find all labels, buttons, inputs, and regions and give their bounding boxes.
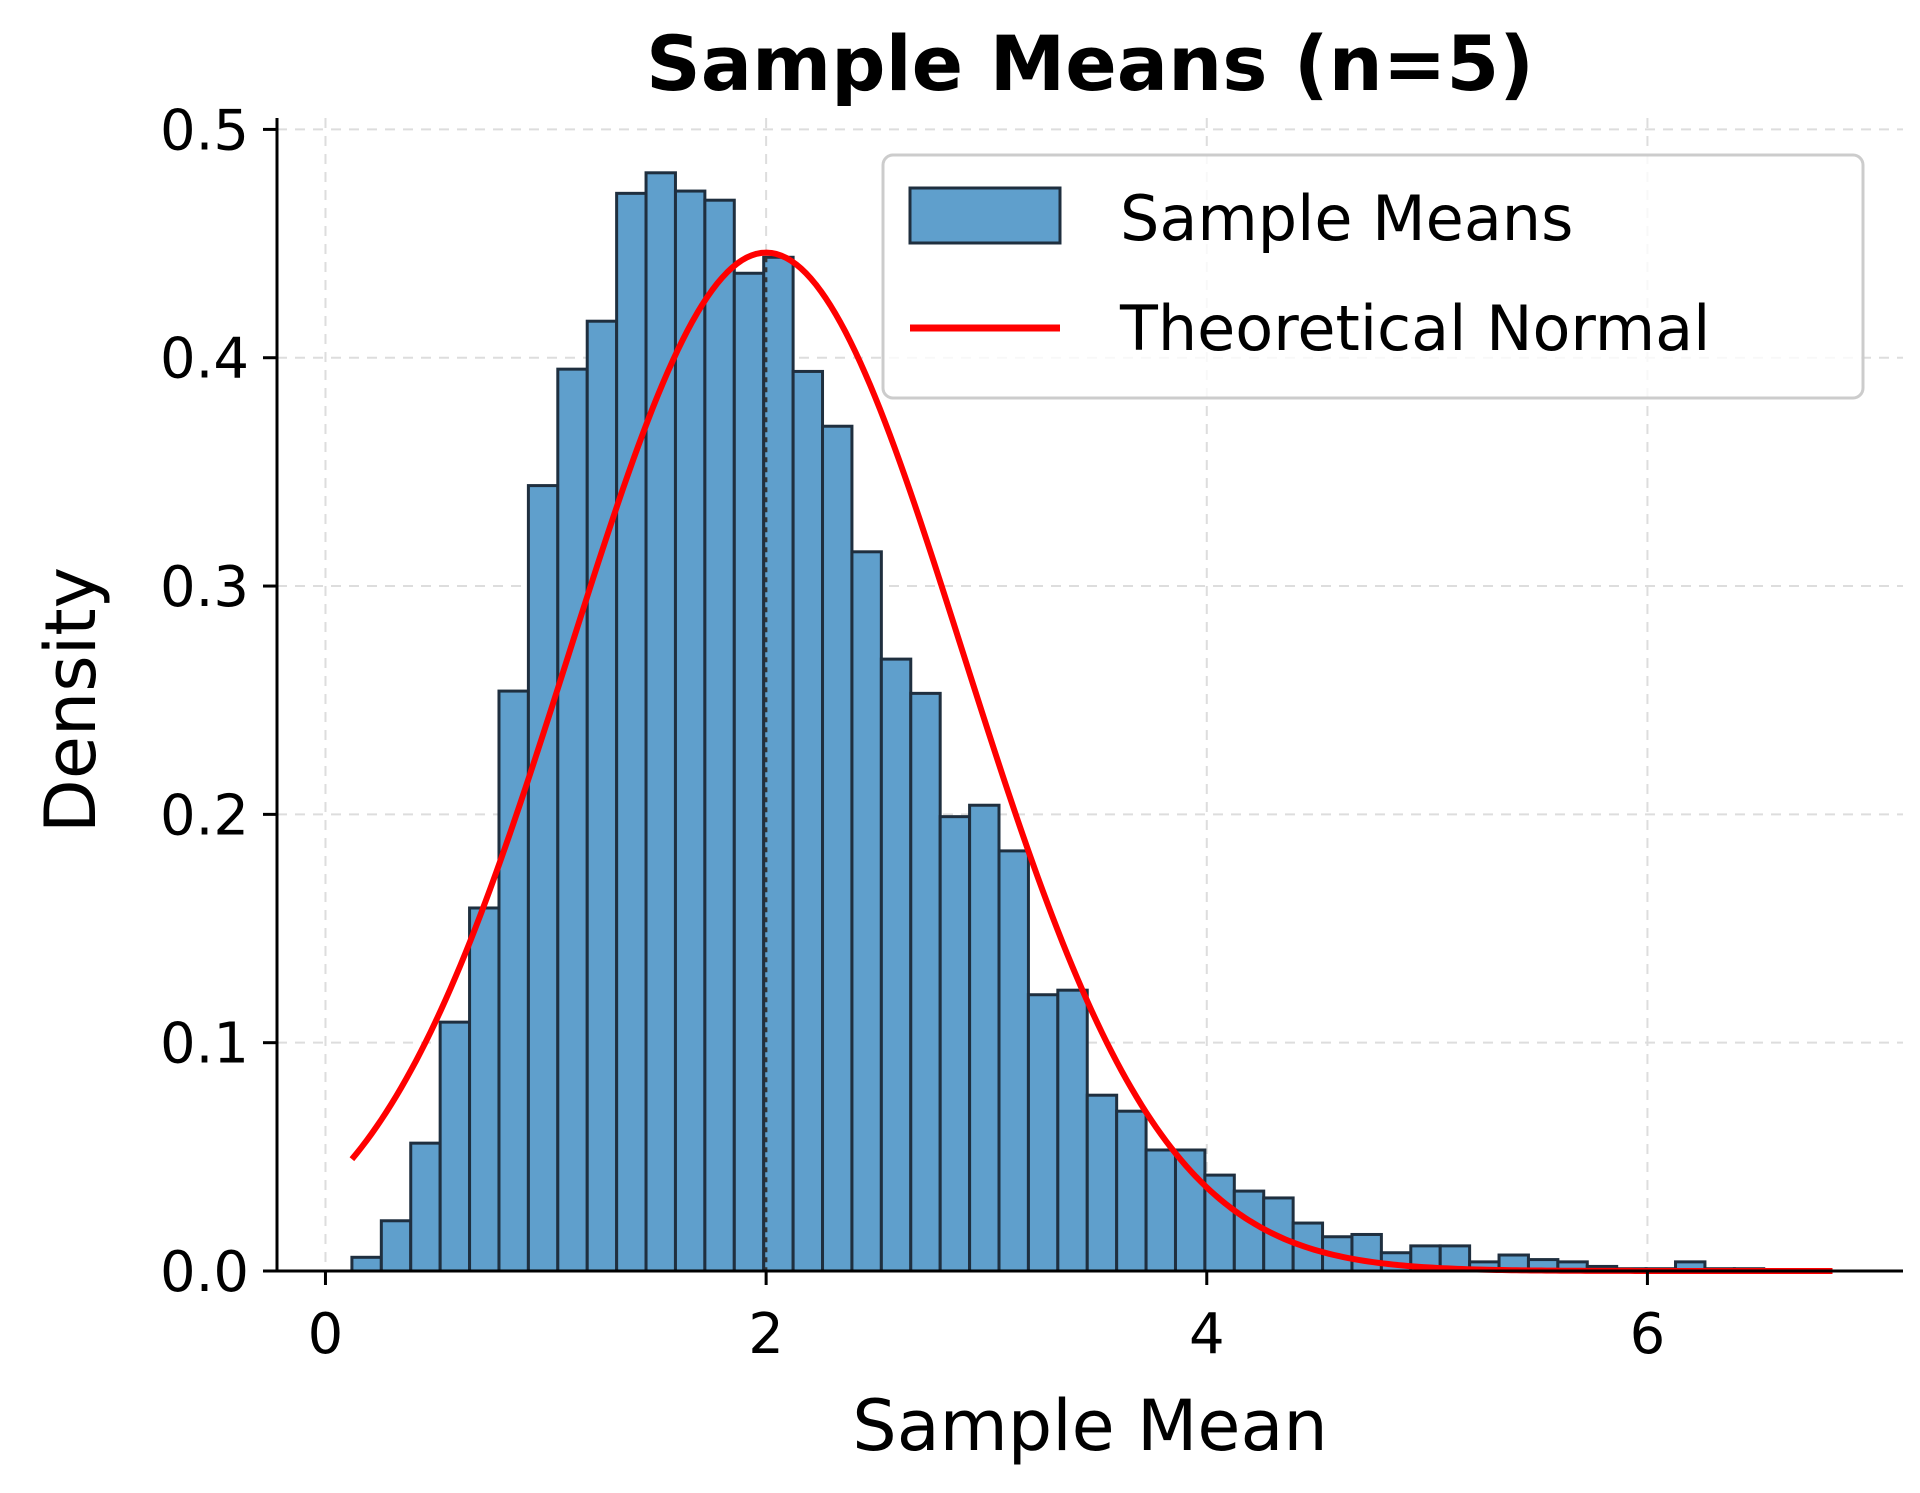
histogram-bar-20 — [938, 815, 972, 1273]
histogram-bar-16 — [821, 424, 854, 1273]
x-axis-label: Sample Mean — [852, 1385, 1327, 1467]
x-tick-label-1: 2 — [748, 1302, 784, 1367]
histogram-bar-3 — [438, 1020, 472, 1273]
histogram-bar-14 — [762, 255, 795, 1273]
histogram-bar-12 — [703, 198, 736, 1273]
histogram-bar-27 — [1144, 1148, 1177, 1273]
histogram-bar-5 — [497, 689, 530, 1273]
histogram-bar-23 — [1026, 993, 1060, 1273]
legend: Sample Means Theoretical Normal — [881, 153, 1865, 400]
axes — [275, 118, 1903, 1273]
x-tick-label-0: 0 — [308, 1302, 344, 1367]
histogram-bar-15 — [791, 369, 825, 1273]
histogram-bar-18 — [879, 657, 913, 1273]
histogram-bar-10 — [644, 171, 677, 1273]
legend-label-histogram: Sample Means — [1120, 182, 1573, 255]
histogram-bar-30 — [1232, 1189, 1266, 1273]
chart-title: Sample Means (n=5) — [646, 19, 1534, 108]
histogram-bar-25 — [1085, 1093, 1119, 1273]
histogram-bar-26 — [1115, 1109, 1148, 1273]
y-tick-label-1: 0.1 — [160, 1012, 249, 1077]
y-axis-label: Density — [30, 567, 112, 833]
histogram-bars — [350, 171, 1766, 1273]
x-ticks: 0 2 4 6 — [308, 1271, 1666, 1367]
legend-swatch-histogram — [908, 186, 1062, 245]
y-tick-label-4: 0.4 — [160, 327, 249, 392]
x-tick-label-2: 4 — [1189, 1302, 1225, 1367]
y-ticks: 0.0 0.1 0.2 0.3 0.4 0.5 — [160, 98, 277, 1305]
y-tick-label-5: 0.5 — [160, 98, 249, 163]
histogram-bar-13 — [732, 271, 766, 1273]
histogram-bar-22 — [997, 849, 1030, 1273]
histogram-bar-19 — [909, 691, 942, 1273]
histogram-bar-9 — [615, 191, 648, 1273]
x-tick-label-3: 6 — [1630, 1302, 1666, 1367]
histogram-bar-24 — [1056, 988, 1089, 1273]
y-tick-label-2: 0.2 — [160, 783, 249, 848]
histogram-bar-6 — [526, 484, 560, 1273]
histogram-bar-8 — [585, 319, 619, 1273]
histogram-bar-2 — [409, 1141, 442, 1273]
y-tick-label-3: 0.3 — [160, 555, 249, 620]
histogram-bar-1 — [379, 1219, 413, 1273]
histogram-bar-4 — [468, 906, 501, 1273]
histogram-bar-7 — [556, 367, 589, 1273]
histogram-bar-11 — [673, 189, 707, 1273]
histogram-bar-0 — [350, 1255, 383, 1273]
legend-box — [881, 153, 1865, 400]
y-tick-label-0: 0.0 — [160, 1240, 249, 1305]
histogram-bar-17 — [850, 550, 883, 1273]
legend-label-curve: Theoretical Normal — [1119, 292, 1710, 365]
histogram-bar-21 — [968, 803, 1001, 1273]
